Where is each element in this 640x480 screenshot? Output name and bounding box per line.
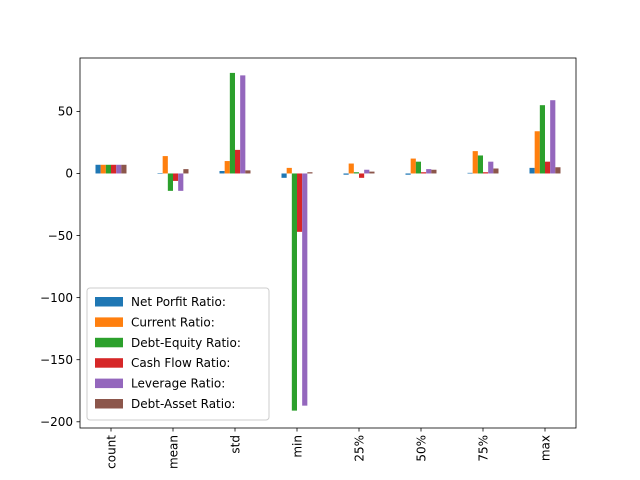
bar-4-1	[178, 173, 184, 191]
bar-4-3	[302, 173, 308, 406]
y-tick-label: −100	[40, 291, 73, 305]
legend-label: Debt-Equity Ratio:	[131, 336, 241, 350]
x-tick-label: count	[104, 435, 118, 469]
bars-group	[95, 72, 561, 411]
bar-0-2	[219, 170, 225, 174]
bar-2-7	[539, 105, 545, 174]
y-axis: −200 −150 −100 −50 0 50	[40, 105, 80, 429]
x-tick-label: min	[290, 435, 304, 458]
bar-2-1	[167, 173, 173, 191]
bar-5-7	[555, 167, 561, 174]
bar-2-6	[477, 155, 483, 174]
bar-2-5	[415, 161, 421, 174]
legend: Net Porfit Ratio: Current Ratio: Debt-Equi…	[86, 287, 270, 421]
bar-2-3	[291, 173, 297, 411]
bar-0-3	[281, 173, 287, 178]
legend-label: Current Ratio:	[131, 315, 215, 329]
bar-5-1	[183, 169, 189, 174]
legend-label: Net Porfit Ratio:	[131, 295, 226, 309]
bar-4-6	[488, 161, 494, 174]
bar-2-4	[353, 172, 359, 174]
bar-1-4	[348, 163, 354, 174]
bar-5-5	[431, 169, 437, 174]
bar-4-5	[426, 169, 432, 174]
bar-1-6	[472, 151, 478, 174]
y-tick-label: 50	[58, 105, 73, 119]
bar-0-7	[529, 167, 535, 174]
x-tick-label: std	[228, 435, 242, 454]
bar-1-7	[534, 131, 540, 174]
bar-5-0	[121, 164, 127, 174]
bar-5-2	[245, 170, 251, 174]
legend-label: Cash Flow Ratio:	[131, 356, 230, 370]
bar-4-2	[240, 75, 246, 174]
x-axis: count mean std min 25% 50% 75% max	[104, 428, 552, 469]
x-tick-label: 25%	[352, 435, 366, 462]
y-tick-label: 0	[65, 167, 73, 181]
bar-4-7	[550, 100, 556, 174]
bar-3-1	[173, 173, 179, 181]
legend-swatch	[95, 337, 123, 348]
bar-0-1	[157, 173, 163, 174]
plot-area-frame	[79, 57, 577, 429]
y-tick-label: −50	[48, 229, 73, 243]
x-tick-label: max	[538, 435, 552, 461]
legend-swatch	[95, 358, 123, 368]
bar-5-4	[369, 171, 375, 174]
bar-0-4	[343, 173, 349, 175]
bar-3-2	[235, 149, 241, 174]
legend-swatch	[95, 399, 123, 409]
x-tick-label: 50%	[414, 435, 428, 462]
bar-5-3	[307, 172, 313, 174]
bar-3-0	[111, 164, 117, 174]
bar-5-6	[493, 168, 499, 174]
bar-1-1	[162, 156, 168, 174]
bar-3-6	[483, 172, 489, 174]
bar-1-2	[224, 161, 230, 174]
bar-0-0	[95, 164, 101, 174]
legend-swatch	[95, 317, 123, 327]
x-tick-label: mean	[166, 435, 180, 469]
legend-label: Debt-Asset Ratio:	[131, 397, 235, 411]
bar-1-3	[286, 167, 292, 174]
bar-2-2	[229, 72, 235, 174]
y-tick-label: −200	[40, 415, 73, 429]
bar-1-0	[100, 164, 106, 174]
bar-2-0	[105, 164, 111, 174]
x-tick-label: 75%	[476, 435, 490, 462]
bar-4-4	[364, 169, 370, 174]
bar-4-0	[116, 164, 122, 174]
bar-0-6	[467, 172, 473, 174]
legend-swatch	[95, 378, 123, 389]
bar-3-7	[545, 161, 551, 174]
y-tick-label: −150	[40, 353, 73, 367]
legend-frame	[86, 287, 270, 421]
bar-3-3	[297, 173, 303, 232]
bar-3-4	[359, 173, 365, 178]
bar-1-5	[410, 158, 416, 174]
legend-swatch	[95, 297, 123, 307]
bar-3-5	[421, 172, 427, 174]
bar-0-5	[405, 173, 411, 175]
legend-label: Leverage Ratio:	[131, 377, 225, 391]
